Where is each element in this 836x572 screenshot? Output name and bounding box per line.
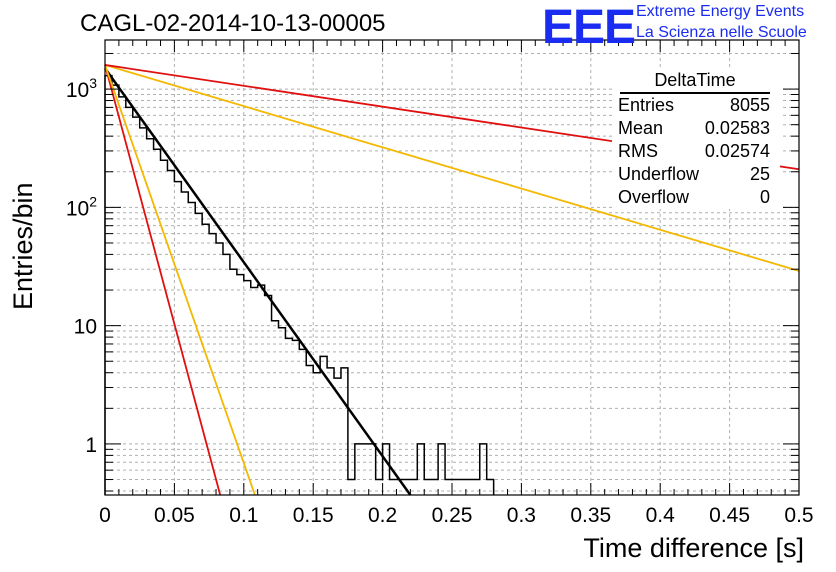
stats-label: Underflow xyxy=(618,164,700,184)
histogram-series xyxy=(104,74,495,495)
y-tick-label: 102 xyxy=(66,193,97,220)
y-tick-label: 10 xyxy=(74,316,97,339)
x-tick-label: 0.2 xyxy=(368,504,397,527)
stats-title: DeltaTime xyxy=(620,70,770,94)
stats-box: DeltaTime Entries 8055 Mean 0.02583 RMS … xyxy=(612,70,780,209)
x-axis-label: Time difference [s] xyxy=(583,533,804,563)
stats-row-mean: Mean 0.02583 xyxy=(612,117,780,140)
stats-label: Mean xyxy=(618,118,664,138)
y-tick-label: 1 xyxy=(85,434,97,457)
stats-row-underflow: Underflow 25 xyxy=(612,163,780,186)
x-tick-label: 0.4 xyxy=(646,504,676,527)
stats-value: 25 xyxy=(749,164,770,184)
stats-value: 0.02574 xyxy=(704,141,770,161)
stats-value: 8055 xyxy=(729,95,770,115)
stats-label: RMS xyxy=(618,141,658,161)
x-tick-label: 0.45 xyxy=(709,504,750,527)
series-line-reference-2 xyxy=(104,64,256,496)
x-tick-label: 0 xyxy=(99,504,111,527)
series-line-reference-1 xyxy=(104,64,222,496)
stats-value: 0 xyxy=(759,187,770,207)
stats-row-rms: RMS 0.02574 xyxy=(612,140,780,163)
x-tick-label: 0.25 xyxy=(432,504,473,527)
y-axis-label: Entries/bin xyxy=(8,182,38,310)
x-tick-label: 0.5 xyxy=(784,504,813,527)
stats-row-entries: Entries 8055 xyxy=(612,94,780,117)
logo-text-line1: Extreme Energy Events xyxy=(636,3,805,20)
eee-logo: EEE xyxy=(542,1,636,54)
stats-label: Overflow xyxy=(618,187,690,207)
x-tick-label: 0.1 xyxy=(229,504,258,527)
x-tick-label: 0.35 xyxy=(570,504,611,527)
x-tick-label: 0.05 xyxy=(154,504,195,527)
x-tick-label: 0.15 xyxy=(293,504,334,527)
y-tick-label: 103 xyxy=(66,75,97,102)
series-line-fit-0 xyxy=(103,67,412,496)
stats-label: Entries xyxy=(618,95,675,115)
plot-title: CAGL-02-2014-10-13-00005 xyxy=(80,10,386,37)
logo-text-line2: La Scienza nelle Scuole xyxy=(636,24,807,41)
stats-row-overflow: Overflow 0 xyxy=(612,186,780,209)
stats-value: 0.02583 xyxy=(704,118,770,138)
x-tick-label: 0.3 xyxy=(507,504,536,527)
series-line-reference-3 xyxy=(104,64,800,272)
